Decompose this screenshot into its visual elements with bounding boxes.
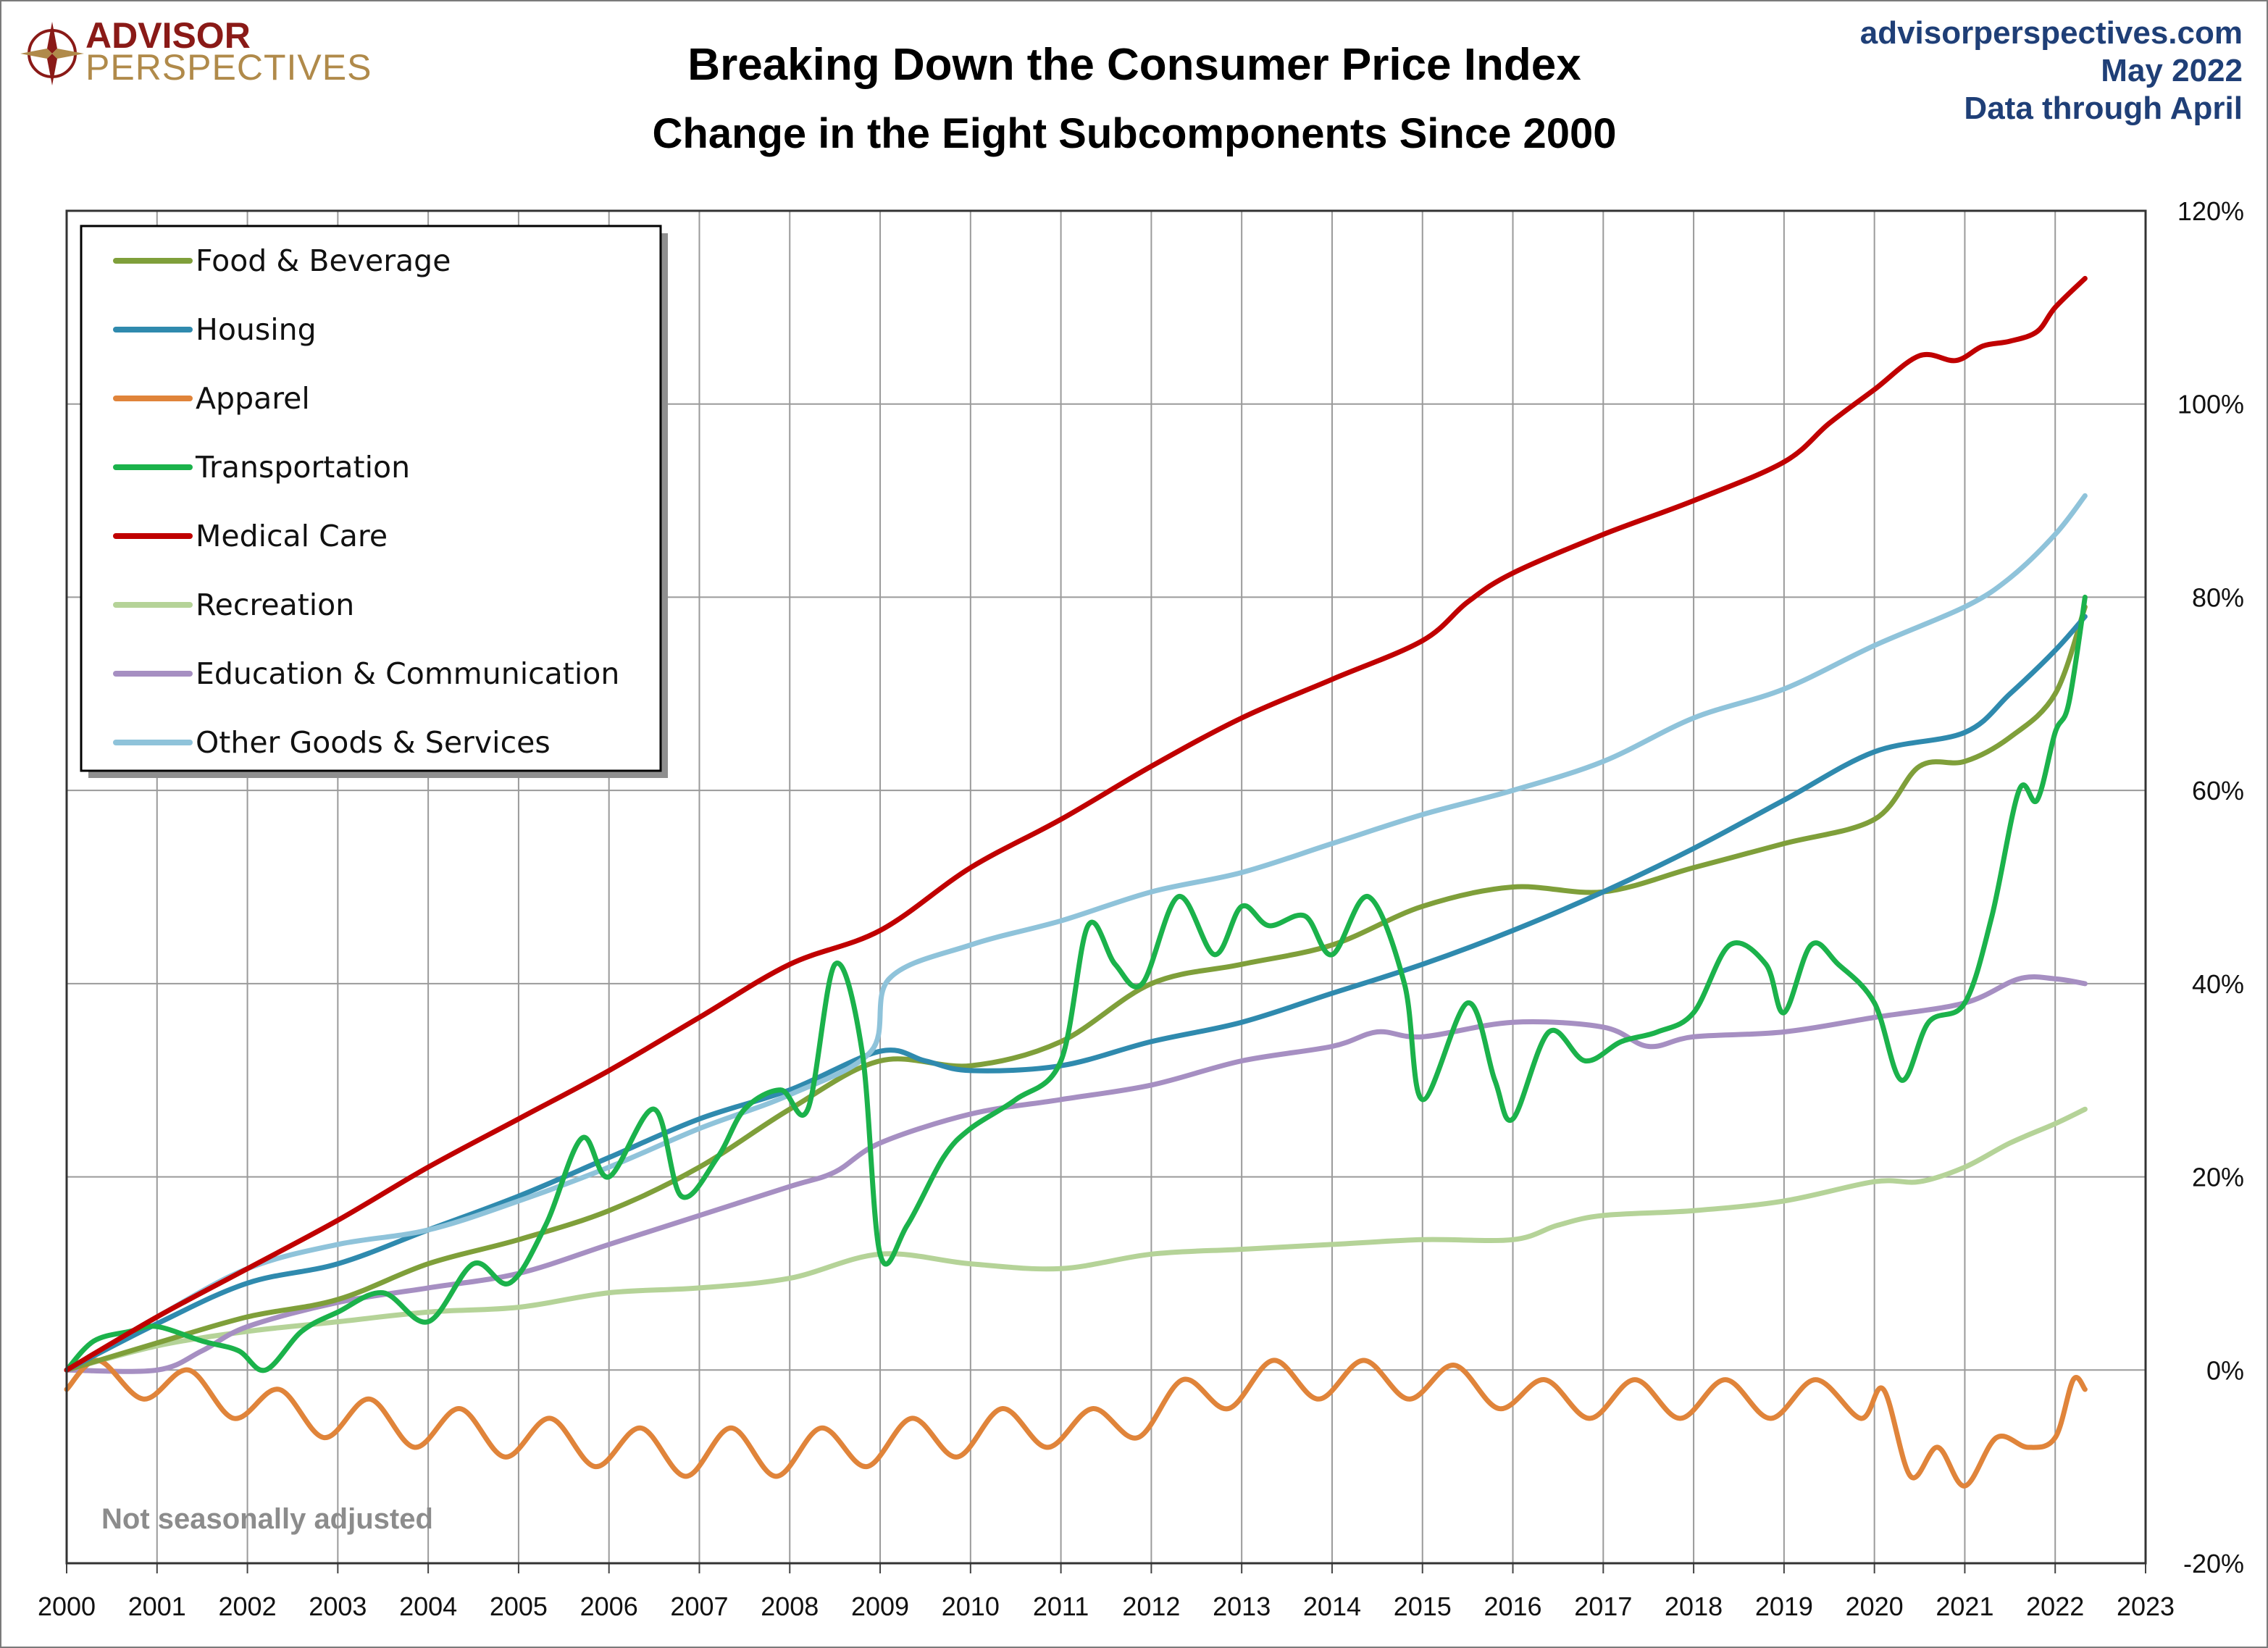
legend-label-housing: Housing (196, 312, 317, 347)
x-tick-2015: 2015 (1394, 1591, 1452, 1621)
legend-label-transportation: Transportation (195, 450, 410, 485)
x-tick-2005: 2005 (490, 1591, 548, 1621)
x-tick-2020: 2020 (1846, 1591, 1904, 1621)
chart-subtitle: Change in the Eight Subcomponents Since … (653, 110, 1617, 157)
series-line-education (64, 974, 2088, 1374)
x-tick-2001: 2001 (128, 1591, 186, 1621)
advisor-perspectives-logo: ADVISOR PERSPECTIVES (20, 15, 372, 88)
legend-label-food: Food & Beverage (196, 243, 451, 278)
x-tick-2004: 2004 (399, 1591, 457, 1621)
series-line-recreation (64, 1106, 2088, 1373)
legend-label-other: Other Goods & Services (196, 725, 551, 760)
legend-box (80, 225, 662, 772)
legend-label-medical: Medical Care (196, 519, 388, 553)
publish-date: May 2022 (2101, 53, 2243, 88)
y-tick-5: 80% (2192, 582, 2244, 612)
data-through-note: Data through April (1964, 91, 2243, 126)
x-tick-2000: 2000 (38, 1591, 96, 1621)
compass-rose-icon (20, 22, 84, 85)
x-tick-2010: 2010 (942, 1591, 1000, 1621)
x-tick-2017: 2017 (1574, 1591, 1632, 1621)
x-tick-2023: 2023 (2117, 1591, 2175, 1621)
plot-frame (65, 209, 2147, 1565)
x-tick-2002: 2002 (219, 1591, 277, 1621)
chart-title: Breaking Down the Consumer Price Index (687, 40, 1581, 90)
x-tick-2009: 2009 (851, 1591, 909, 1621)
axes (65, 209, 2147, 1573)
seasonal-adjustment-note: Not seasonally adjusted (101, 1503, 433, 1535)
logo-line-1: ADVISOR (85, 15, 251, 56)
y-tick-1: 0% (2206, 1355, 2244, 1385)
series-line-other (64, 493, 2088, 1373)
y-tick-6: 100% (2177, 390, 2244, 419)
x-tick-2011: 2011 (1033, 1591, 1089, 1621)
y-tick-2: 20% (2192, 1163, 2244, 1192)
y-tick-0: -20% (2183, 1549, 2244, 1578)
x-tick-2014: 2014 (1303, 1591, 1361, 1621)
series-lines (64, 275, 2088, 1489)
x-tick-2012: 2012 (1122, 1591, 1180, 1621)
legend-label-recreation: Recreation (196, 587, 354, 622)
y-tick-4: 60% (2192, 776, 2244, 806)
y-tick-3: 40% (2192, 969, 2244, 999)
x-tick-2013: 2013 (1213, 1591, 1271, 1621)
series-line-medical (64, 275, 2088, 1373)
legend-label-apparel: Apparel (196, 381, 310, 416)
logo-line-2: PERSPECTIVES (85, 47, 372, 88)
x-tick-2021: 2021 (1936, 1591, 1993, 1621)
tick-labels: 2000 2001 2002 2003 2004 2005 2006 2007 2008 2009… (38, 196, 2244, 1621)
y-tick-7: 120% (2177, 196, 2244, 226)
x-tick-2007: 2007 (670, 1591, 728, 1621)
legend: Food & Beverage Housing Apparel Transportat… (80, 225, 668, 778)
x-tick-2022: 2022 (2026, 1591, 2084, 1621)
site-name: advisorperspectives.com (1860, 15, 2243, 51)
x-tick-2016: 2016 (1484, 1591, 1541, 1621)
series-line-apparel (64, 1358, 2088, 1489)
series-line-food (64, 604, 2088, 1373)
series-line-transportation (64, 594, 2088, 1373)
x-tick-2006: 2006 (580, 1591, 638, 1621)
legend-label-education: Education & Communication (196, 656, 619, 691)
x-tick-2019: 2019 (1755, 1591, 1813, 1621)
x-tick-2018: 2018 (1665, 1591, 1723, 1621)
x-tick-2008: 2008 (761, 1591, 819, 1621)
x-tick-2003: 2003 (309, 1591, 367, 1621)
